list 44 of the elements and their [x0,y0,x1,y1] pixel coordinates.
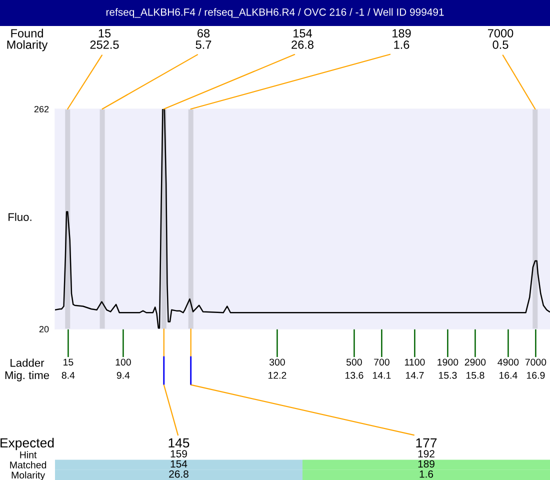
x-tick-label: 13.6 [345,372,364,379]
data-label: 192 [418,450,434,458]
x-tick-label: 16.4 [499,372,518,379]
annotation: 15 252.5 [90,29,119,49]
x-tick-label: 15.3 [438,372,457,379]
text: 4900 [498,358,519,366]
text: 500 [346,358,362,366]
text: Expected [0,438,54,450]
x-tick-label: 8.4 [62,372,75,379]
text: Found Molarity [7,28,48,52]
data-label: 159 [170,450,187,458]
x-axis-title: Ladder Mig. time [5,358,50,382]
annotation: 177 [416,438,437,448]
x-tick-label: 14.1 [372,372,391,379]
data-label: 189 [418,460,434,468]
text: 2900 [464,358,486,366]
x-tick-label: 15.8 [466,372,484,379]
annotation: 7000 0.5 [488,29,514,49]
x-tick-label: 14.7 [406,372,424,379]
annotation: 145 [168,438,190,448]
y-tick-label: Molarity [12,471,46,480]
data-label: 26.8 [169,470,188,478]
annotation: 68 5.7 [196,29,212,49]
text: 15 [64,358,74,366]
y-tick-label: 262 [34,106,49,112]
x-tick-label: 9.4 [116,372,130,379]
x-tick-label: 12.2 [268,372,286,379]
text: 700 [374,358,390,366]
y-tick-label: Matched [10,461,46,468]
chart-title: refseq_ALKBH6.F4 / refseq_ALKBH6.R4 / OVC 216 / -1 / Well ID 999491 [106,8,444,18]
y-tick-label: Hint [20,451,37,458]
annotation: 154 26.8 [292,29,314,49]
y-axis-title: Fluo. [8,212,32,221]
text: 1900 [438,358,458,366]
data-label: 1.6 [420,470,434,478]
x-tick-label: 16.9 [526,372,545,379]
text: 1100 [404,358,425,366]
data-label: 154 [170,460,188,468]
annotation: 189 1.6 [392,29,411,49]
text: 7000 [525,358,546,366]
text: 300 [269,358,285,366]
line-series [55,109,550,329]
y-tick-label: 20 [39,326,49,332]
text: 100 [116,358,131,366]
